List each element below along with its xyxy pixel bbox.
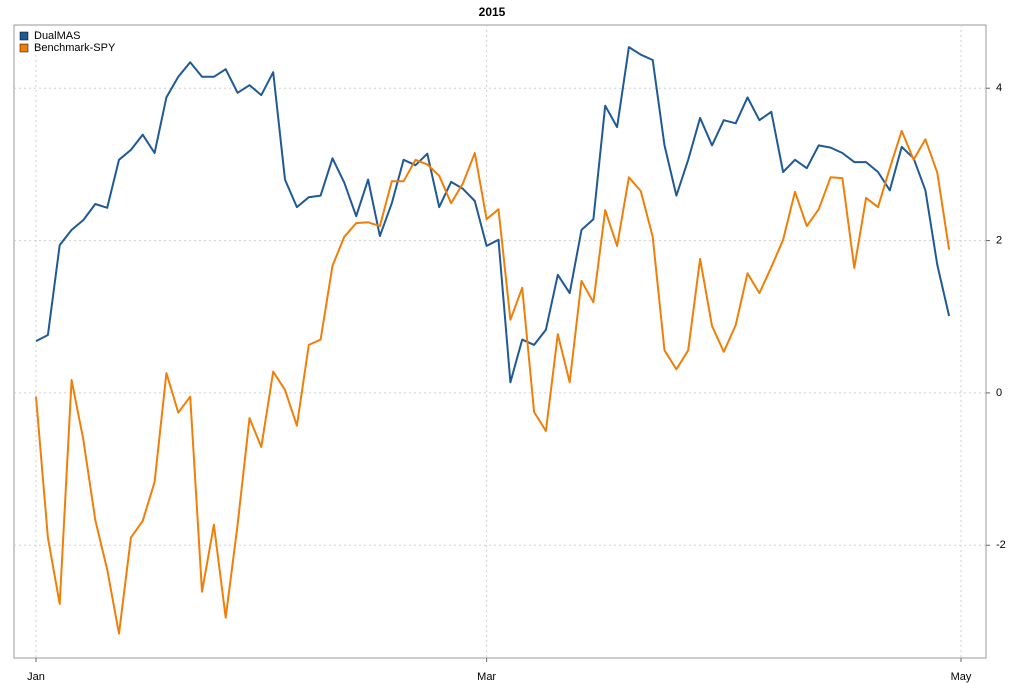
legend-swatch <box>19 31 29 41</box>
x-tick-label: Jan <box>27 671 45 683</box>
y-tick-label: 0 <box>996 387 1002 399</box>
y-tick-label: 4 <box>996 82 1002 94</box>
plot-frame <box>13 24 987 659</box>
chart-title: 2015 <box>479 5 506 19</box>
y-tick-label: -2 <box>996 539 1006 551</box>
x-tick-label: May <box>951 671 972 683</box>
x-tick-label: Mar <box>477 671 496 683</box>
series-line <box>35 129 951 635</box>
y-tick-label: 2 <box>996 234 1002 246</box>
legend-label: DualMAS <box>34 30 80 42</box>
legend-swatch <box>19 43 29 53</box>
series-line <box>35 46 951 384</box>
legend-label: Benchmark-SPY <box>34 42 116 54</box>
